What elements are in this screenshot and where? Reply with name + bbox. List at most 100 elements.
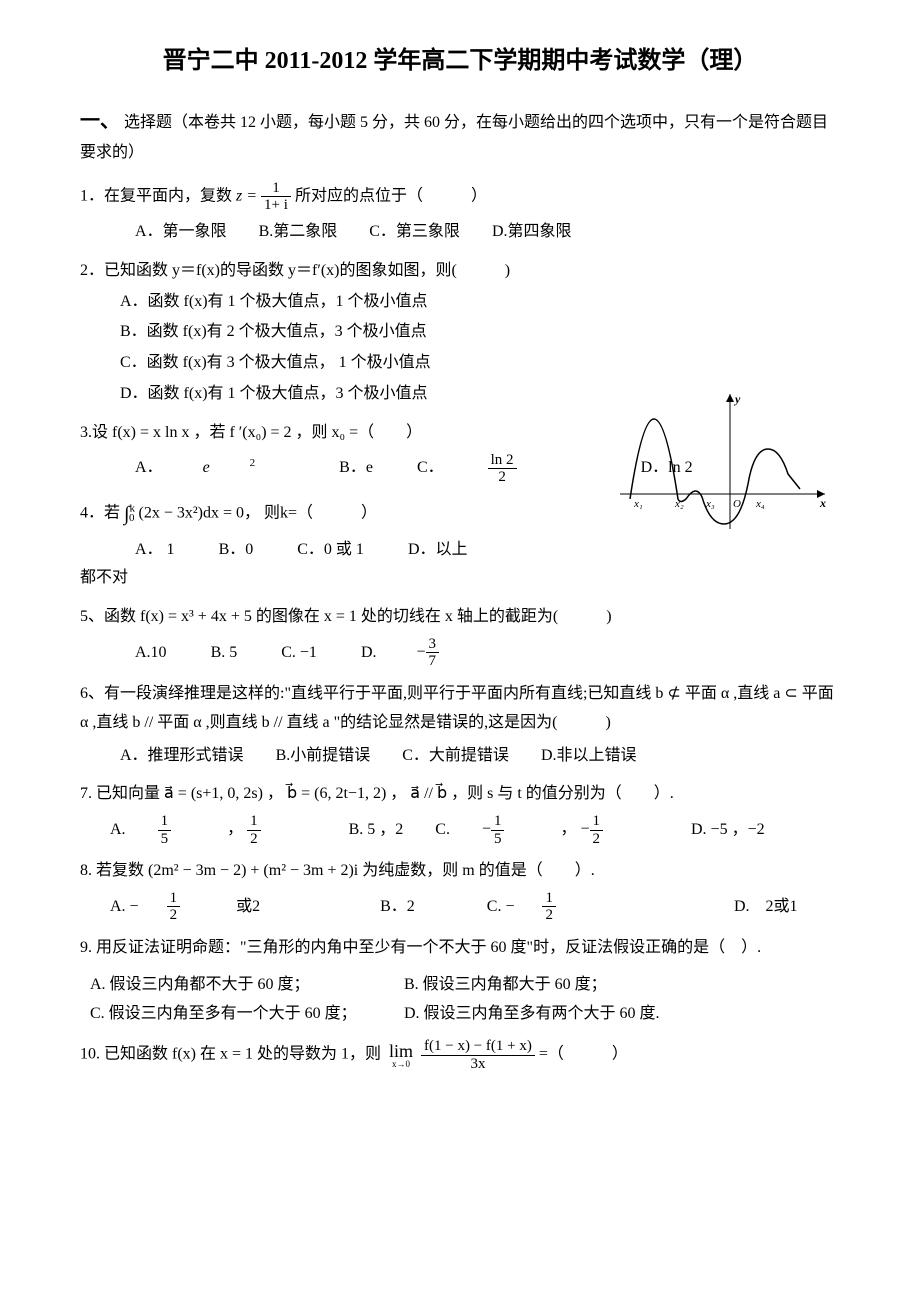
question-9: 9. 用反证法证明命题："三角形的内角中至少有一个不大于 60 度"时，反证法假… xyxy=(80,934,840,1028)
q7-c-d1: 5 xyxy=(491,831,505,848)
q7-c-pre: C. xyxy=(435,816,450,845)
q2-opt-a: A．函数 f(x)有 1 个极大值点，1 个极小值点 xyxy=(120,288,840,317)
q7-a-d1: 5 xyxy=(158,831,172,848)
q7-opt-c: C. −15， −12 xyxy=(435,813,659,847)
q4-opt-a: A． 1 xyxy=(135,536,175,565)
section-intro-text: 选择题（本卷共 12 小题，每小题 5 分，共 60 分，在每小题给出的四个选项… xyxy=(80,114,828,161)
question-2: 2．已知函数 y＝f(x)的导函数 y＝f′(x)的图象如图，则( ) A．函数… xyxy=(80,257,840,409)
q3-opt-a-pre: A． xyxy=(135,454,163,483)
q3-opt-c: C． ln 2 2 xyxy=(417,452,597,486)
q8-c-pre: C. − xyxy=(487,893,515,922)
graph-label-y: y xyxy=(733,392,741,406)
q6-opt-a: A．推理形式错误 xyxy=(120,742,244,771)
question-6: 6、有一段演绎推理是这样的:"直线平行于平面,则平行于平面内所有直线;已知直线 … xyxy=(80,680,840,770)
q8-a-frac: 12 xyxy=(167,890,209,924)
y-axis-arrow xyxy=(726,394,734,402)
q10-frac: f(1 − x) − f(1 + x) 3x xyxy=(421,1038,535,1072)
q7-c-frac1: 15 xyxy=(491,813,533,847)
q5-d-num: 3 xyxy=(426,636,440,654)
q7-opt-a: A. 15， 12 xyxy=(110,813,317,847)
q4-opt-d: D．以上 xyxy=(408,536,468,565)
q9-opt-a: A. 假设三内角都不大于 60 度； xyxy=(90,971,400,1000)
q2-opt-c: C．函数 f(x)有 3 个极大值点， 1 个极小值点 xyxy=(120,349,840,378)
q9-row1: A. 假设三内角都不大于 60 度； B. 假设三内角都大于 60 度； xyxy=(90,971,840,1000)
q8-opt-d: D. 2或1 xyxy=(734,893,798,922)
q4-stem-a: 4．若 xyxy=(80,504,120,521)
q7-a-n2: 1 xyxy=(247,813,261,831)
q8-opt-c: C. − 12 xyxy=(487,890,612,924)
q8-stem: 8. 若复数 (2m² − 3m − 2) + (m² − 3m + 2)i 为… xyxy=(80,857,840,886)
q7-c-n1: 1 xyxy=(491,813,505,831)
question-10: 10. 已知函数 f(x) 在 x = 1 处的导数为 1，则 lim x→0 … xyxy=(80,1038,840,1072)
q4-opt-c: C．0 或 1 xyxy=(297,536,364,565)
q8-opt-b: B．2 xyxy=(380,893,415,922)
q5-opt-d: D.− 3 7 xyxy=(361,636,519,670)
lim-sub: x→0 xyxy=(389,1060,413,1069)
q1-opt-b: B.第二象限 xyxy=(259,218,338,247)
q3-opt-c-pre: C． xyxy=(417,454,444,483)
q9-stem: 9. 用反证法证明命题："三角形的内角中至少有一个不大于 60 度"时，反证法假… xyxy=(80,934,840,963)
q9-row2: C. 假设三内角至多有一个大于 60 度； D. 假设三内角至多有两个大于 60… xyxy=(90,1000,840,1029)
q7-c-n2: 1 xyxy=(590,813,604,831)
q8-a-num: 1 xyxy=(167,890,181,908)
section-intro: 一、 选择题（本卷共 12 小题，每小题 5 分，共 60 分，在每小题给出的四… xyxy=(80,103,840,168)
q3-opt-c-den: 2 xyxy=(488,469,517,486)
q8-opt-a: A. − 12 或2 xyxy=(110,890,288,924)
q5-opt-c: C. −1 xyxy=(281,639,317,668)
q1-stem-a: 1．在复平面内，复数 xyxy=(80,188,232,205)
q7-a-pre: A. xyxy=(110,816,126,845)
q8-c-frac: 12 xyxy=(542,890,584,924)
q1-opt-d: D.第四象限 xyxy=(492,218,572,247)
q7-c-d2: 2 xyxy=(590,831,604,848)
q1-var-z: z = xyxy=(236,188,257,205)
page-title: 晋宁二中 2011-2012 学年高二下学期期中考试数学（理） xyxy=(80,40,840,83)
q1-opt-c: C．第三象限 xyxy=(369,218,460,247)
q3-opt-a-val: e xyxy=(203,454,210,483)
q4-options: A． 1 B．0 C．0 或 1 D．以上 xyxy=(135,536,840,565)
q1-options: A．第一象限 B.第二象限 C．第三象限 D.第四象限 xyxy=(135,218,840,247)
q9-opt-b: B. 假设三内角都大于 60 度； xyxy=(404,976,607,993)
q8-a-den: 2 xyxy=(167,907,181,924)
q1-frac-num: 1 xyxy=(261,180,291,198)
q5-stem: 5、函数 f(x) = x³ + 4x + 5 的图像在 x = 1 处的切线在… xyxy=(80,603,840,632)
question-8: 8. 若复数 (2m² − 3m − 2) + (m² − 3m + 2)i 为… xyxy=(80,857,840,924)
q3-opt-a: A． e 2 xyxy=(135,454,295,483)
question-5: 5、函数 f(x) = x³ + 4x + 5 的图像在 x = 1 处的切线在… xyxy=(80,603,840,670)
section-label: 一、 xyxy=(80,110,120,132)
q5-d-den: 7 xyxy=(426,653,440,670)
question-4: 4．若 ∫k0 (2x − 3x²)dx = 0， 则k=（ ） A． 1 B．… xyxy=(80,496,840,594)
q3-opt-c-num: ln 2 xyxy=(488,452,517,470)
q4-lower: 0 xyxy=(129,512,135,524)
q6-opt-b: B.小前提错误 xyxy=(276,742,371,771)
q7-c-frac2: 12 xyxy=(590,813,632,847)
q8-a-post: 或2 xyxy=(236,893,260,922)
q9-opt-d: D. 假设三内角至多有两个大于 60 度. xyxy=(404,1005,660,1022)
q7-stem: 7. 已知向量 a⃗ = (s+1, 0, 2s) ， b⃗ = (6, 2t−… xyxy=(80,780,840,809)
q6-stem: 6、有一段演绎推理是这样的:"直线平行于平面,则平行于平面内所有直线;已知直线 … xyxy=(80,680,840,738)
q10-den: 3x xyxy=(421,1056,535,1073)
q8-a-pre: A. − xyxy=(110,893,139,922)
q8-c-num: 1 xyxy=(542,890,556,908)
q9-opt-c: C. 假设三内角至多有一个大于 60 度； xyxy=(90,1000,400,1029)
q7-options: A. 15， 12 B. 5 ，2 C. −15， −12 D. −5 ，−2 xyxy=(110,813,840,847)
q10-num: f(1 − x) − f(1 + x) xyxy=(421,1038,535,1056)
question-3: 3.设 f(x) = x ln x ，若 f ′(x₀) = 2 ，则 x₀ =… xyxy=(80,419,840,486)
q9-options: A. 假设三内角都不大于 60 度； B. 假设三内角都大于 60 度； C. … xyxy=(90,971,840,1029)
q4-trailing: 都不对 xyxy=(80,564,840,593)
q7-a-d2: 2 xyxy=(247,831,261,848)
q5-opt-d-frac: 3 7 xyxy=(426,636,480,670)
q4-integrand: (2x − 3x²)dx = 0， xyxy=(139,504,261,521)
q3-opt-a-sup: 2 xyxy=(250,454,256,474)
q3-opt-b: B．e xyxy=(339,454,373,483)
q10-stem-b: =（ ） xyxy=(539,1046,628,1063)
q7-opt-d: D. −5 ，−2 xyxy=(691,816,765,845)
q8-options: A. −12或2 B．2 C. −12 D. 2或1 xyxy=(110,890,840,924)
q1-frac-den: 1+ i xyxy=(261,197,291,214)
q3-opt-c-frac: ln 2 2 xyxy=(488,452,557,486)
q10-stem-a: 10. 已知函数 f(x) 在 x = 1 处的导数为 1，则 xyxy=(80,1046,381,1063)
limit-expr: lim x→0 xyxy=(389,1042,413,1069)
q5-options: A.10 B. 5 C. −1 D.− 3 7 xyxy=(135,636,840,670)
q7-a-frac2: 12 xyxy=(247,813,289,847)
q2-stem: 2．已知函数 y＝f(x)的导函数 y＝f′(x)的图象如图，则( ) xyxy=(80,257,840,286)
q6-opt-d: D.非以上错误 xyxy=(541,742,637,771)
